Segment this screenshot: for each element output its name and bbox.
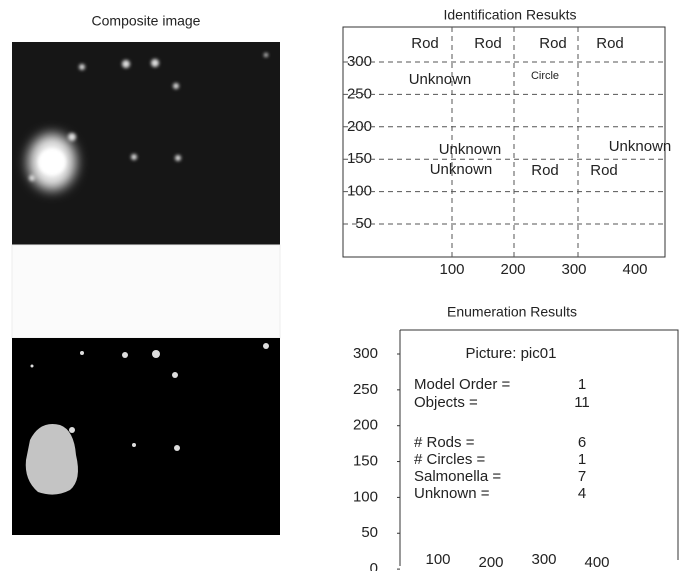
- x-tick-label: 200: [500, 261, 525, 278]
- result-label: Objects =: [414, 394, 478, 411]
- result-value: 1: [578, 451, 586, 468]
- object-label: Unknown: [409, 71, 472, 88]
- result-value: 11: [574, 394, 590, 411]
- result-value: 7: [578, 468, 586, 485]
- result-label: Model Order =: [414, 376, 511, 393]
- y-tick-label: 150: [353, 453, 378, 470]
- y-tick-label: 50: [355, 215, 372, 232]
- object-label: Circle: [531, 70, 559, 82]
- x-tick-label: 400: [622, 261, 647, 278]
- screen: Composite image Identification Resukts E…: [0, 0, 686, 571]
- object-label: Rod: [590, 162, 618, 179]
- result-label: Unknown =: [414, 485, 490, 502]
- result-value: 1: [578, 376, 586, 393]
- object-label: Rod: [531, 162, 559, 179]
- y-tick-label: 50: [361, 524, 378, 541]
- x-tick-label: 400: [584, 554, 609, 571]
- result-value: 4: [578, 485, 586, 502]
- blank-panel: [12, 245, 280, 338]
- x-tick-label: 100: [425, 551, 450, 568]
- object-label: Rod: [596, 35, 624, 52]
- y-tick-label: 300: [353, 345, 378, 362]
- y-tick-label: 250: [353, 381, 378, 398]
- object-label: Rod: [411, 35, 439, 52]
- x-tick-label: 200: [478, 554, 503, 571]
- y-tick-label: 0: [370, 560, 378, 571]
- picture-name: Picture: pic01: [466, 345, 557, 362]
- y-tick-label: 200: [353, 417, 378, 434]
- y-tick-label: 100: [347, 183, 372, 200]
- object-label: Rod: [539, 35, 567, 52]
- object-label: Unknown: [430, 161, 493, 178]
- binary-image: [12, 338, 280, 535]
- result-value: 6: [578, 434, 586, 451]
- y-tick-label: 200: [347, 118, 372, 135]
- x-tick-label: 100: [439, 261, 464, 278]
- x-tick-label: 300: [561, 261, 586, 278]
- result-label: # Circles =: [414, 451, 486, 468]
- object-label: Unknown: [609, 138, 672, 155]
- composite-title: Composite image: [92, 13, 201, 29]
- result-label: Salmonella =: [414, 468, 501, 485]
- y-tick-label: 300: [347, 53, 372, 70]
- identification-title: Identification Resukts: [443, 7, 576, 23]
- y-tick-label: 100: [353, 488, 378, 505]
- result-label: # Rods =: [414, 434, 475, 451]
- x-tick-label: 300: [531, 551, 556, 568]
- y-tick-label: 250: [347, 85, 372, 102]
- y-tick-label: 150: [347, 150, 372, 167]
- object-label: Rod: [474, 35, 502, 52]
- composite-image: [12, 42, 280, 245]
- enumeration-title: Enumeration Results: [447, 304, 577, 320]
- object-label: Unknown: [439, 141, 502, 158]
